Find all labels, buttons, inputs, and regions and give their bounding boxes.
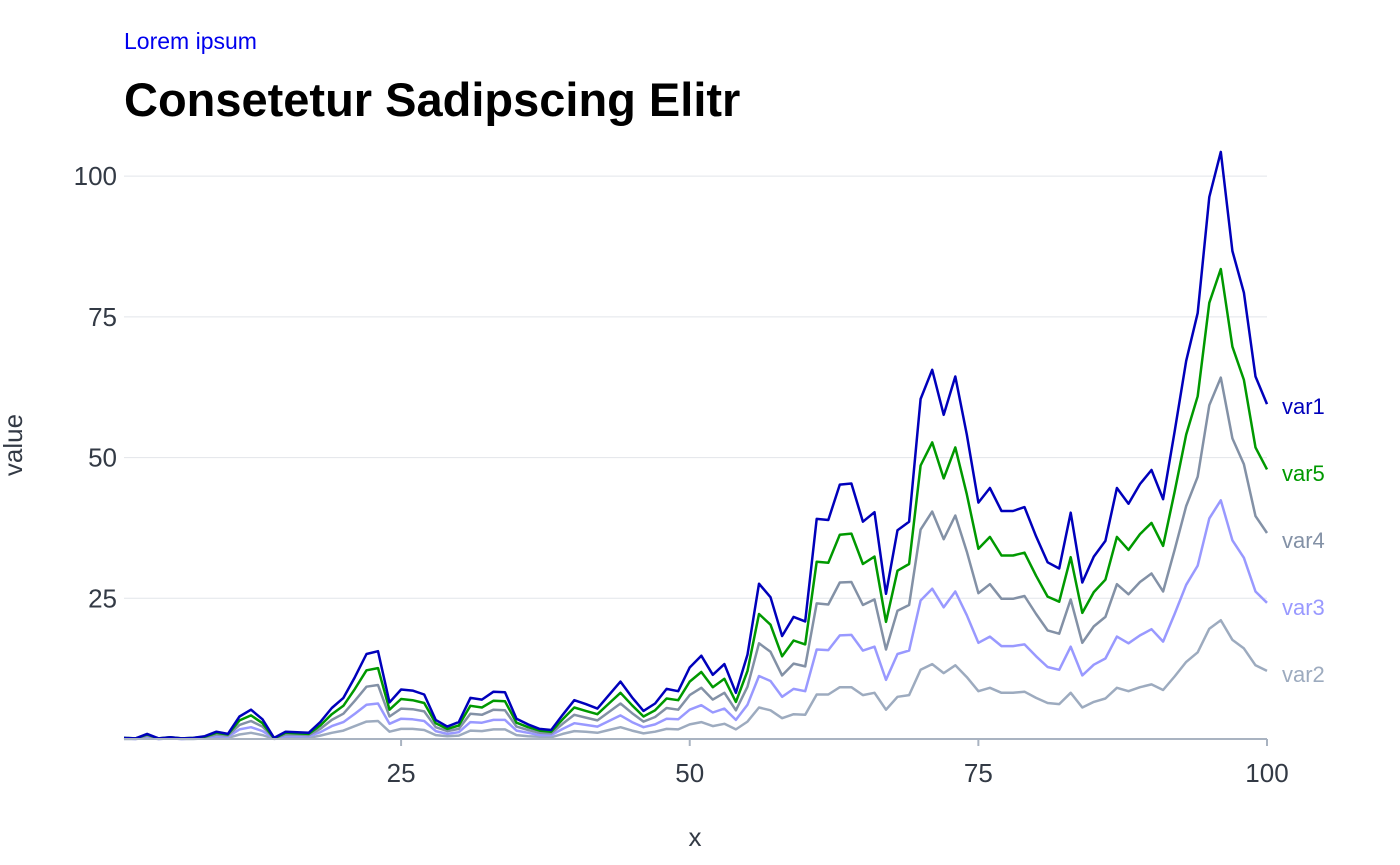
y-tick-label: 50	[88, 443, 117, 473]
series-label-var1: var1	[1282, 394, 1325, 419]
series-lines	[123, 150, 1269, 741]
y-tick-label: 100	[74, 161, 117, 191]
series-label-var3: var3	[1282, 595, 1325, 620]
series-label-var5: var5	[1282, 461, 1325, 486]
series-line-var4	[124, 376, 1269, 740]
series-label-var2: var2	[1282, 662, 1325, 687]
y-tick-label: 25	[88, 583, 117, 613]
y-axis-title: value	[0, 414, 28, 476]
chart-title: Consetetur Sadipscing Elitr	[124, 73, 741, 126]
series-line-var2	[124, 618, 1268, 741]
series-labels: var1 var5 var4 var3 var2	[1282, 394, 1325, 687]
x-tick-label: 50	[675, 758, 704, 788]
gridlines	[124, 175, 1267, 599]
x-axis-ticks: 25 50 75 100	[387, 739, 1289, 788]
y-tick-label: 75	[88, 302, 117, 332]
series-label-var4: var4	[1282, 528, 1325, 553]
series-line-var5	[123, 267, 1269, 740]
y-axis-ticks: 25 50 75 100	[74, 161, 117, 613]
x-tick-label: 25	[387, 758, 416, 788]
x-tick-label: 100	[1245, 758, 1288, 788]
series-line-var3	[123, 499, 1268, 741]
series-line-var1	[123, 150, 1269, 740]
x-tick-label: 75	[964, 758, 993, 788]
chart-subtitle: Lorem ipsum	[124, 28, 257, 54]
x-axis-title: x	[689, 822, 702, 852]
